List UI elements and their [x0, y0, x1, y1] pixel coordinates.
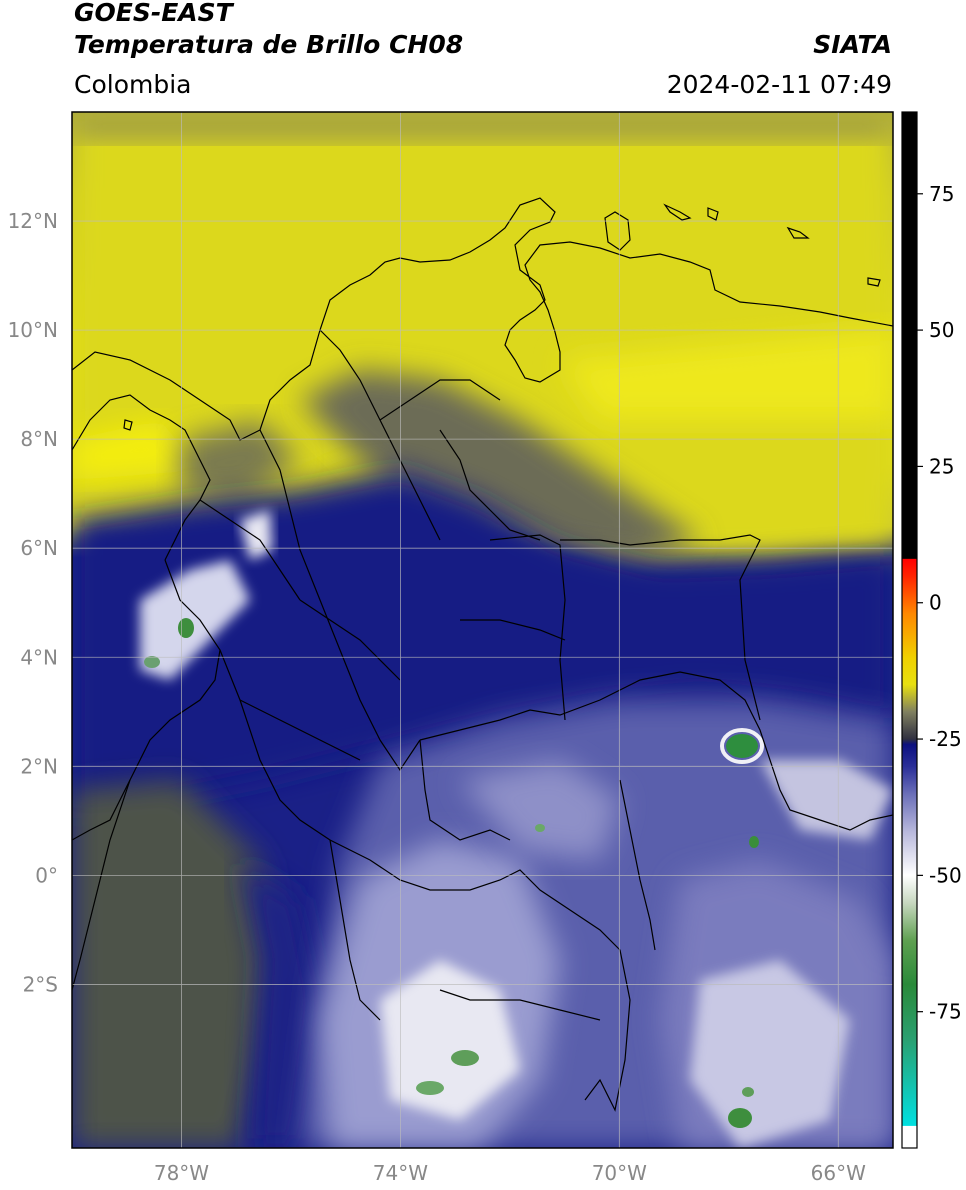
longitude-tick-label: 74°W — [373, 1161, 428, 1185]
latitude-tick-label: 8°N — [20, 427, 58, 451]
colorbar-tick-label: -25 — [929, 727, 962, 751]
islands — [123, 203, 881, 431]
colorbar-ticks: 75 50 25 0 -25 -50 -75 — [917, 182, 962, 1024]
latitude-tick-label: 4°N — [20, 645, 58, 669]
colorbar-tick-label: 0 — [929, 591, 942, 615]
latitude-tick-label: 6°N — [20, 536, 58, 560]
latitude-tick-label: 2°S — [23, 972, 58, 996]
colorbar-tick-label: 25 — [929, 454, 954, 478]
longitude-ticks: 78°W 74°W 70°W 66°W — [154, 1161, 866, 1185]
latitude-ticks: 12°N 10°N 8°N 6°N 4°N 2°N 0° 2°S — [8, 209, 58, 996]
satellite-imagery — [72, 112, 893, 1148]
longitude-tick-label: 78°W — [154, 1161, 209, 1185]
institution-label: SIATA — [813, 30, 892, 59]
latitude-tick-label: 0° — [35, 863, 58, 887]
colorbar-tick-label: -75 — [929, 1000, 962, 1024]
graticule — [72, 112, 893, 1148]
region-label: Colombia — [74, 70, 192, 99]
latitude-tick-label: 10°N — [8, 318, 58, 342]
cold-core — [726, 734, 758, 758]
borders — [72, 197, 893, 1112]
colorbar-tick-label: 75 — [929, 182, 954, 206]
colorbar — [902, 112, 917, 1148]
latitude-tick-label: 2°N — [20, 754, 58, 778]
product-title: Temperatura de Brillo CH08 — [74, 30, 464, 59]
map-frame — [71, 111, 894, 1149]
datetime-label: 2024-02-11 07:49 — [666, 70, 892, 99]
longitude-tick-label: 70°W — [592, 1161, 647, 1185]
satellite-title: GOES-EAST — [74, 0, 233, 27]
colorbar-tick-label: 50 — [929, 318, 954, 342]
colorbar-tick-label: -50 — [929, 863, 962, 887]
latitude-tick-label: 12°N — [8, 209, 58, 233]
longitude-tick-label: 66°W — [811, 1161, 866, 1185]
